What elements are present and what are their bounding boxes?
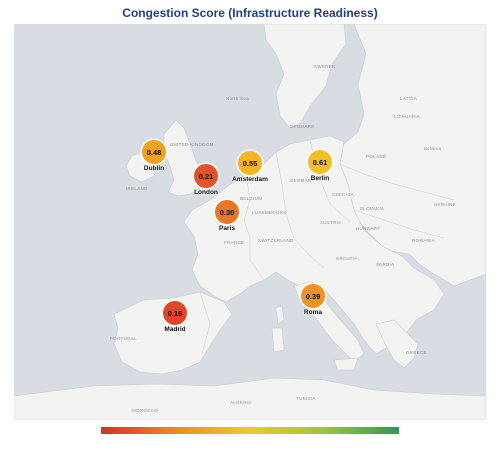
label-sweden: SWEDEN xyxy=(314,64,336,69)
label-switzerland: SWITZERLAND xyxy=(258,238,294,243)
land-iberia xyxy=(113,291,233,375)
label-morocco: MOROCCO xyxy=(132,408,159,413)
label-austria: AUSTRIA xyxy=(320,220,342,225)
label-poland: POLAND xyxy=(366,154,387,159)
label-lithuania: LITHUANIA xyxy=(394,114,421,119)
label-germany: GERMANY xyxy=(290,178,315,183)
score-bubble[interactable]: 0.39 xyxy=(301,284,325,308)
label-tunisia: TUNISIA xyxy=(296,396,316,401)
label-luxembourg: LUXEMBOURG xyxy=(252,210,288,215)
land-continent xyxy=(183,135,445,355)
city-label: Roma xyxy=(303,309,323,316)
label-france: FRANCE xyxy=(224,240,245,245)
label-denmark: DENMARK xyxy=(290,124,315,129)
label-croatia: CROATIA xyxy=(336,256,358,261)
score-bubble[interactable]: 0.48 xyxy=(142,140,166,164)
city-label: Paris xyxy=(219,225,235,232)
score-bubble[interactable]: 0.16 xyxy=(163,301,187,325)
land-corsica xyxy=(275,305,285,325)
city-label: Amsterdam xyxy=(232,176,268,183)
city-label: Berlin xyxy=(310,175,330,182)
label-hungary: HUNGARY xyxy=(356,226,381,231)
label-serbia: SERBIA xyxy=(376,262,395,267)
chart-title: Congestion Score (Infrastructure Readine… xyxy=(122,6,378,20)
label-greece: GREECE xyxy=(406,350,427,355)
label-latvia: LATVIA xyxy=(400,96,417,101)
basemap xyxy=(14,24,486,420)
land-africa xyxy=(14,377,486,420)
score-bubble[interactable]: 0.30 xyxy=(215,200,239,224)
label-ireland: IRELAND xyxy=(126,186,148,191)
label-spain: SPAIN xyxy=(164,326,179,331)
label-algeria: ALGERIA xyxy=(230,400,252,405)
city-label: Madrid xyxy=(164,326,186,333)
land-sicily xyxy=(333,357,359,371)
color-scale-legend xyxy=(101,427,399,434)
label-belgium: BELGIUM xyxy=(240,196,263,201)
label-czechia: CZECHIA xyxy=(332,192,354,197)
land-sardinia xyxy=(271,327,285,353)
score-bubble[interactable]: 0.61 xyxy=(308,150,332,174)
land-scandinavia xyxy=(263,24,347,129)
city-label: London xyxy=(194,189,218,196)
label-united-kingdom: UNITED KINGDOM xyxy=(170,142,214,147)
label-belarus: Belarus xyxy=(424,146,442,151)
label-romania: ROMANIA xyxy=(412,238,436,243)
label-portugal: PORTUGAL xyxy=(110,336,138,341)
label-north-sea: North Sea xyxy=(226,96,249,101)
label-slovakia: SLOVAKIA xyxy=(360,206,385,211)
score-bubble[interactable]: 0.21 xyxy=(194,164,218,188)
land-britain xyxy=(163,119,203,197)
map-canvas[interactable]: North Sea GERMANY FRANCE BELGIUM LUXEMBO… xyxy=(14,24,486,420)
land-balkans xyxy=(375,319,419,369)
city-label: Dublin xyxy=(143,165,165,172)
score-bubble[interactable]: 0.55 xyxy=(238,151,262,175)
label-ukraine: UKRAINE xyxy=(434,202,457,207)
